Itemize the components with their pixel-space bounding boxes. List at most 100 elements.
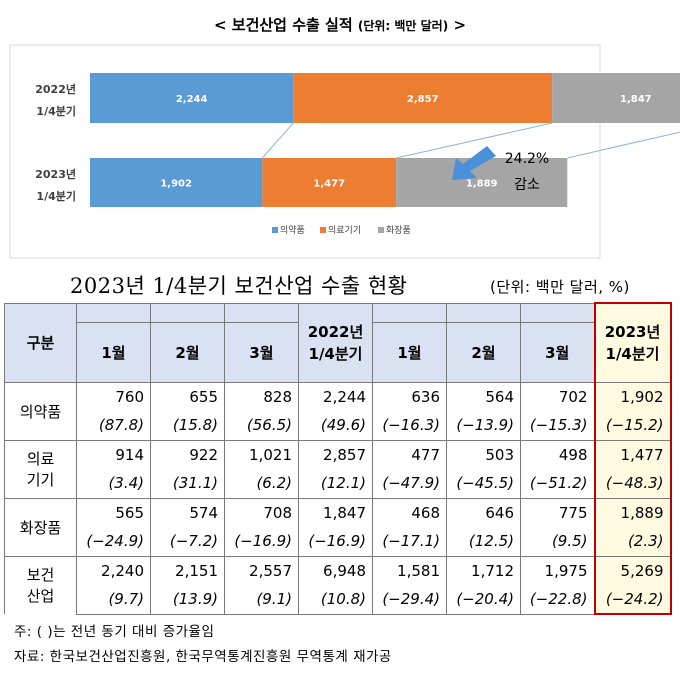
rate-cell: (−20.4) [446, 585, 521, 615]
row-label: 의약품 [4, 381, 77, 440]
rate-cell: (9.1) [224, 585, 299, 615]
rate-cell: (−29.4) [372, 585, 447, 615]
rate-cell: (−15.2) [593, 411, 672, 441]
value-cell: 702 [520, 381, 595, 411]
value-cell: 498 [520, 439, 595, 469]
value-cell: 636 [372, 381, 447, 411]
value-cell: 775 [520, 497, 595, 527]
bar-segment [396, 158, 568, 207]
row-label: 의료 기기 [4, 439, 77, 498]
rate-cell: (−16.3) [372, 411, 447, 441]
value-cell: 1,902 [593, 381, 672, 411]
row-label: 화장품 [4, 497, 77, 556]
annotation-label: 감소 [514, 177, 540, 193]
annotation-percent: 24.2% [505, 151, 549, 167]
value-cell: 574 [150, 497, 225, 527]
legend-swatch [378, 227, 384, 233]
notes: 주: ( )는 전년 동기 대비 증가율임 자료: 한국보건산업진흥원, 한국무… [14, 620, 392, 670]
header-2023-q1: 2023년 1/4분기 [593, 302, 672, 383]
bar-data-label: 2,857 [407, 94, 439, 105]
rate-cell: (2.3) [593, 527, 672, 557]
rate-cell: (−7.2) [150, 527, 225, 557]
rate-cell: (3.4) [76, 469, 151, 499]
rate-cell: (13.9) [150, 585, 225, 615]
rate-cell: (31.1) [150, 469, 225, 499]
bar-segment [293, 73, 553, 123]
table-row-rate: (9.7) (13.9) (9.1) (10.8) (−29.4) (−20.4) (−22… [5, 585, 672, 615]
bar-data-label: 1,477 [313, 179, 345, 190]
header-category: 구분 [4, 302, 77, 383]
bar-segment [90, 73, 294, 123]
value-cell: 564 [446, 381, 521, 411]
chart-title: < 보건산업 수출 실적 (단위: 백만 달러) > [214, 16, 466, 34]
header-2023-mar: 3월 [520, 321, 595, 383]
legend-label: 의약품 [280, 224, 305, 236]
rate-cell: (9.7) [76, 585, 151, 615]
value-cell: 477 [372, 439, 447, 469]
value-cell: 565 [76, 497, 151, 527]
value-cell: 1,021 [224, 439, 299, 469]
table-title-row: 2023년 1/4분기 보건산업 수출 현황 (단위: 백만 달러, %) [70, 270, 680, 300]
value-cell: 655 [150, 381, 225, 411]
value-cell: 760 [76, 381, 151, 411]
header-2022-feb: 2월 [150, 321, 225, 383]
rate-cell: (−47.9) [372, 469, 447, 499]
value-cell: 2,240 [76, 555, 151, 585]
value-cell: 646 [446, 497, 521, 527]
table-row: 의료 기기 914 922 1,021 2,857 477 503 498 1,477 [4, 439, 672, 498]
rate-cell: (−51.2) [520, 469, 595, 499]
table-title: 2023년 1/4분기 보건산업 수출 현황 [70, 274, 408, 298]
bar-data-label: 1,889 [466, 179, 498, 190]
category-label-year: 2023년 [35, 167, 76, 181]
value-cell: 1,847 [298, 497, 373, 527]
chart-unit: (단위: 백만 달러) [358, 18, 448, 33]
value-cell: 2,857 [298, 439, 373, 469]
value-cell: 2,151 [150, 555, 225, 585]
table-row: 화장품 565 574 708 1,847 468 646 775 1,889 [4, 497, 672, 556]
bar-segment [552, 73, 680, 123]
export-chart: < 보건산업 수출 실적 (단위: 백만 달러) >2022년1/4분기2,24… [9, 16, 680, 259]
rate-cell: (−16.9) [298, 527, 373, 557]
bar-data-label: 2,244 [176, 94, 208, 105]
value-cell: 1,477 [593, 439, 672, 469]
chart-title-text: < 보건산업 수출 실적 [214, 16, 358, 34]
rate-cell: (56.5) [224, 411, 299, 441]
rate-cell: (87.8) [76, 411, 151, 441]
value-cell: 2,244 [298, 381, 373, 411]
rate-cell: (10.8) [298, 585, 373, 615]
value-cell: 914 [76, 439, 151, 469]
rate-cell: (−45.5) [446, 469, 521, 499]
value-cell: 468 [372, 497, 447, 527]
table-row-rate: (87.8) (15.8) (56.5) (49.6) (−16.3) (−13.9) (−… [5, 411, 672, 441]
table-unit: (단위: 백만 달러, %) [490, 278, 630, 296]
chart-title-end: > [448, 16, 466, 34]
value-cell: 708 [224, 497, 299, 527]
header-2022-mar: 3월 [224, 321, 299, 383]
value-cell: 1,975 [520, 555, 595, 585]
export-stats-table: 구분 2022년 1/4분기 2023년 1/4분기 1월 2월 3월 1월 2월 … [4, 302, 672, 615]
rate-cell: (−16.9) [224, 527, 299, 557]
connector-line [567, 131, 680, 159]
category-label-quarter: 1/4분기 [36, 189, 76, 203]
bar-data-label: 1,902 [160, 179, 192, 190]
rate-cell: (49.6) [298, 411, 373, 441]
value-cell: 6,948 [298, 555, 373, 585]
rate-cell: (−22.8) [520, 585, 595, 615]
table-row-rate: (−24.9) (−7.2) (−16.9) (−16.9) (−17.1) (12.5)… [5, 527, 672, 557]
value-cell: 5,269 [593, 555, 672, 585]
legend-swatch [272, 227, 278, 233]
value-cell: 828 [224, 381, 299, 411]
value-cell: 503 [446, 439, 521, 469]
decrease-arrow [452, 146, 496, 180]
value-cell: 1,581 [372, 555, 447, 585]
legend-label: 화장품 [386, 225, 411, 236]
rate-cell: (12.5) [446, 527, 521, 557]
rate-cell: (−17.1) [372, 527, 447, 557]
export-chart-panel: < 보건산업 수출 실적 (단위: 백만 달러) >2022년 1/4분기 2,24… [0, 0, 680, 262]
category-label-year: 2022년 [35, 82, 76, 96]
bar-segment [90, 158, 263, 207]
bar-segment [262, 158, 397, 207]
category-label-quarter: 1/4분기 [36, 104, 76, 118]
rate-cell: (−24.2) [593, 585, 672, 615]
rate-cell: (−15.3) [520, 411, 595, 441]
